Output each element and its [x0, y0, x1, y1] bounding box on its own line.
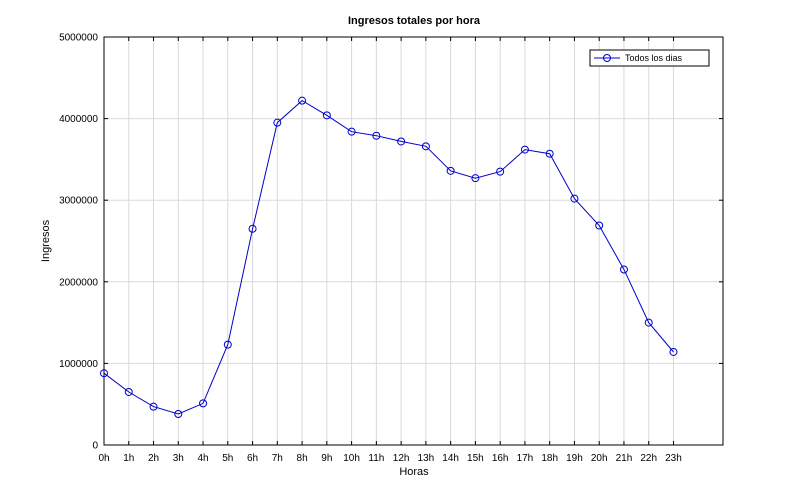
data-point: [397, 137, 406, 146]
x-tick-label: 9h: [321, 453, 332, 464]
x-tick-label: 8h: [297, 453, 308, 464]
data-point: [223, 340, 232, 349]
x-axis-label: Horas: [399, 466, 429, 478]
y-tick-label: 5000000: [59, 33, 98, 44]
x-tick-label: 17h: [517, 453, 534, 464]
x-axis-tick-labels: 0h 1h 2h 3h 4h 5h 6h 7h 8h 9h 10h 11h 12h 13h 14h 15h 16…: [98, 453, 681, 464]
x-tick-label: 10h: [343, 453, 360, 464]
x-tick-label: 14h: [442, 453, 459, 464]
x-tick-label: 16h: [492, 453, 509, 464]
y-tick-label: 3000000: [59, 196, 98, 207]
data-point: [644, 318, 653, 327]
axis-ticks: [103, 36, 723, 446]
x-tick-label: 21h: [616, 453, 633, 464]
data-point: [421, 142, 430, 151]
x-tick-label: 1h: [123, 453, 134, 464]
legend-entry-label: Todos los dias: [625, 53, 683, 63]
x-tick-label: 23h: [665, 453, 682, 464]
data-point: [322, 111, 331, 120]
x-tick-label: 5h: [222, 453, 233, 464]
data-point: [273, 118, 282, 127]
chart-title: Ingresos totales por hora: [348, 15, 481, 27]
series-layer: [100, 96, 678, 418]
y-tick-label: 2000000: [59, 277, 98, 288]
grid-lines: [104, 37, 723, 445]
data-point: [149, 402, 158, 411]
x-tick-label: 2h: [148, 453, 159, 464]
y-axis-tick-labels: 0 1000000 2000000 3000000 4000000 5000000: [59, 33, 98, 452]
y-axis-label: Ingresos: [40, 219, 52, 262]
x-tick-label: 11h: [368, 453, 384, 464]
x-tick-label: 13h: [418, 453, 435, 464]
legend-marker: [603, 54, 611, 62]
y-tick-label: 4000000: [59, 114, 98, 125]
legend: Todos los dias: [589, 49, 710, 67]
data-point: [124, 387, 133, 396]
data-point: [248, 224, 257, 233]
data-point: [619, 265, 628, 274]
data-point: [347, 127, 356, 136]
x-tick-label: 22h: [640, 453, 657, 464]
x-tick-label: 7h: [272, 453, 283, 464]
data-point: [174, 409, 183, 418]
y-tick-label: 1000000: [59, 359, 98, 370]
x-tick-label: 12h: [393, 453, 410, 464]
x-tick-label: 18h: [541, 453, 558, 464]
x-tick-label: 0h: [98, 453, 109, 464]
x-tick-label: 19h: [566, 453, 583, 464]
x-tick-label: 4h: [197, 453, 208, 464]
data-point: [298, 96, 307, 105]
plot-frame: [103, 36, 724, 446]
x-tick-label: 3h: [173, 453, 184, 464]
data-point: [496, 167, 505, 176]
data-point: [199, 399, 208, 408]
x-tick-label: 15h: [467, 453, 484, 464]
legend-box: [589, 49, 710, 67]
data-point: [669, 347, 678, 356]
data-point: [570, 194, 579, 203]
data-point: [100, 369, 108, 378]
data-point: [595, 221, 604, 230]
data-point: [372, 131, 381, 140]
series-line: [103, 99, 674, 415]
x-tick-label: 6h: [247, 453, 258, 464]
data-point: [471, 174, 480, 183]
data-point: [520, 145, 529, 154]
x-tick-label: 20h: [591, 453, 608, 464]
y-tick-label: 0: [92, 441, 98, 452]
data-point: [446, 166, 455, 175]
data-point: [545, 149, 554, 158]
